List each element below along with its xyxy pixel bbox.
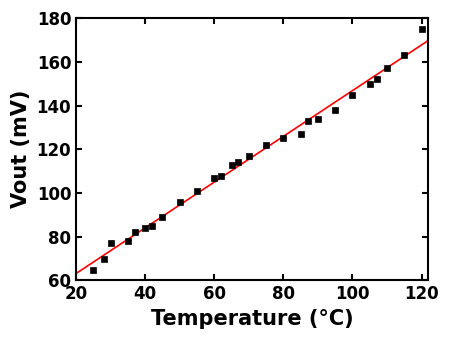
Y-axis label: Vout (mV): Vout (mV) xyxy=(11,90,31,208)
X-axis label: Temperature (°C): Temperature (°C) xyxy=(151,309,354,329)
